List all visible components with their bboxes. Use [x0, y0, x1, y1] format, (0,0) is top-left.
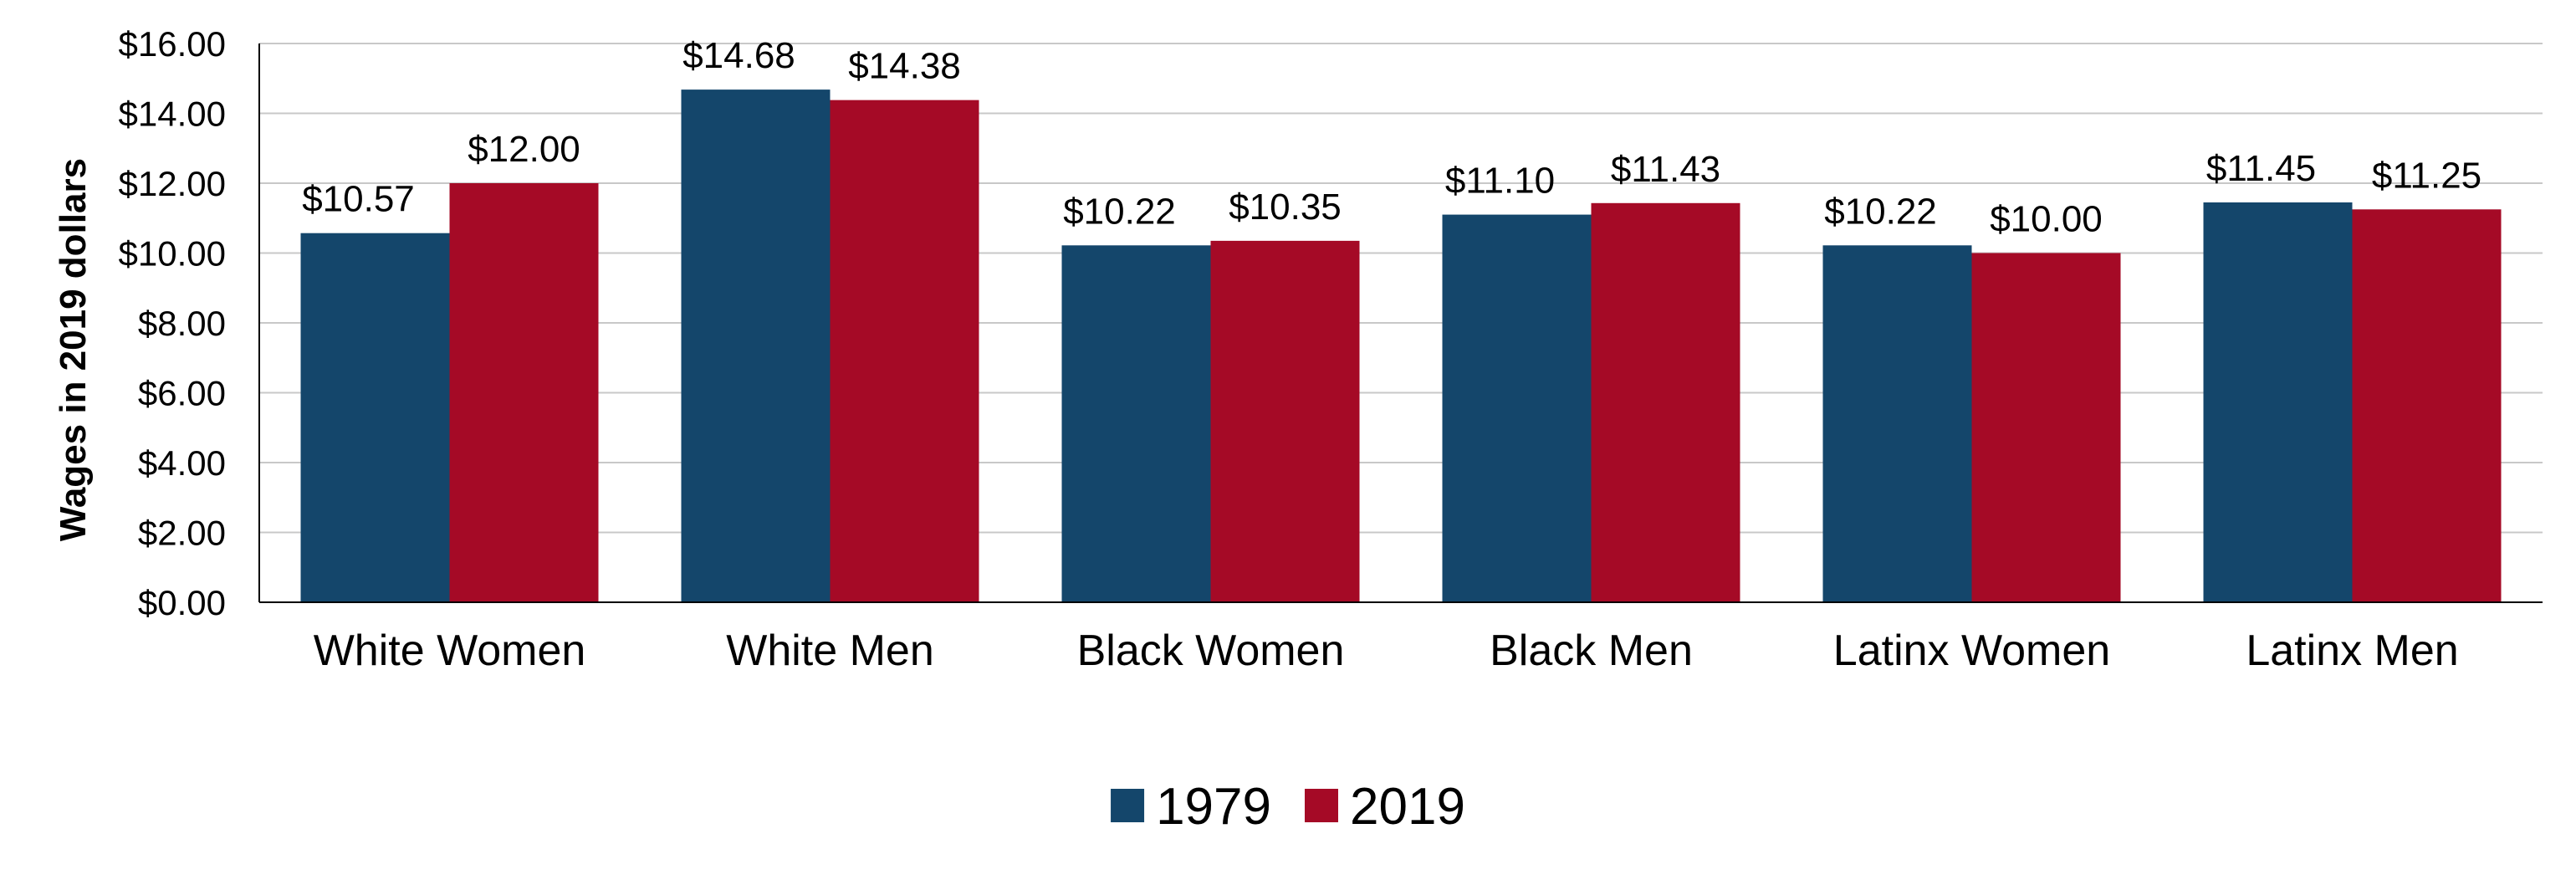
bar-1979 [300, 233, 450, 602]
data-label: $10.00 [1990, 199, 2103, 240]
y-tick-label: $12.00 [119, 164, 226, 203]
y-tick-label: $4.00 [138, 443, 226, 483]
legend-label-1979: 1979 [1156, 778, 1271, 836]
gridlines [259, 43, 2543, 534]
bar-2019 [1971, 253, 2121, 602]
x-tick-label: Latinx Men [2246, 627, 2458, 675]
y-tick-label: $10.00 [119, 234, 226, 274]
data-label: $14.68 [682, 35, 795, 76]
bar-1979 [1442, 214, 1592, 602]
data-label: $11.25 [2372, 155, 2481, 196]
y-tick-label: $2.00 [138, 514, 226, 553]
y-tick-label: $8.00 [138, 304, 226, 343]
y-tick-label: $16.00 [119, 24, 226, 64]
bars [300, 90, 2502, 603]
bar-2019 [449, 183, 599, 602]
x-tick-label: Black Women [1077, 627, 1345, 675]
x-tick-label: White Men [726, 627, 934, 675]
bar-1979 [1061, 245, 1211, 602]
data-label: $14.38 [848, 46, 961, 87]
legend-swatch-2019 [1305, 789, 1338, 822]
x-tick-label: White Women [314, 627, 586, 675]
legend-swatch-1979 [1111, 789, 1145, 822]
data-label: $11.10 [1445, 161, 1555, 202]
axes: $0.00 $2.00 $4.00 $6.00 $8.00 $10.00 $12.00 $14… [119, 24, 2543, 675]
bar-1979 [1822, 245, 1972, 602]
bar-2019 [1591, 202, 1740, 603]
bar-2019 [830, 100, 979, 602]
data-label: $10.22 [1824, 191, 1937, 232]
data-label: $12.00 [468, 129, 580, 170]
bar-1979 [681, 90, 831, 603]
legend-label-2019: 2019 [1350, 778, 1465, 836]
data-label: $10.35 [1229, 187, 1342, 228]
y-axis-title: Wages in 2019 dollars [53, 158, 94, 541]
bar-1979 [2203, 202, 2353, 602]
data-label: $10.57 [302, 179, 415, 220]
legend: 1979 2019 [1111, 778, 1465, 836]
y-tick-label: $14.00 [119, 95, 226, 134]
bar-2019 [2352, 209, 2502, 602]
data-label: $10.22 [1063, 191, 1176, 232]
data-label: $11.45 [2206, 148, 2316, 189]
data-labels: $10.57 $12.00 $14.68 $14.38 $10.22 $10.35 $11.… [302, 35, 2481, 239]
y-tick-label: $0.00 [138, 583, 226, 622]
data-label: $11.43 [1611, 149, 1720, 190]
x-tick-label: Black Men [1490, 627, 1693, 675]
bar-2019 [1210, 240, 1360, 602]
x-tick-label: Latinx Women [1833, 627, 2110, 675]
y-tick-label: $6.00 [138, 374, 226, 413]
